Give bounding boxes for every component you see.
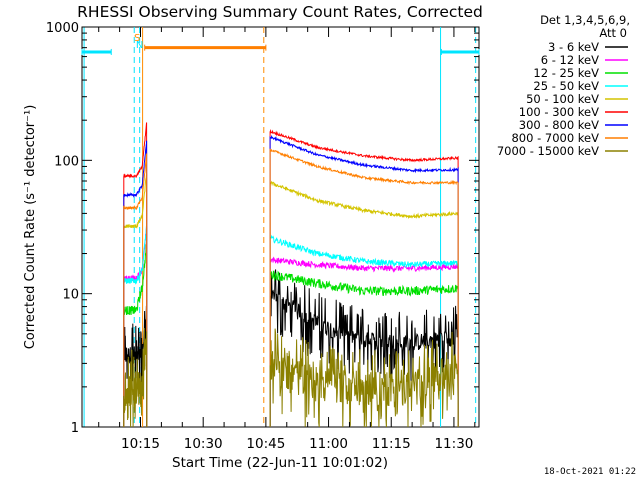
series-25-50-kev — [123, 226, 459, 428]
series-line — [269, 269, 459, 427]
series-layer — [123, 122, 459, 428]
series-line — [123, 327, 148, 428]
series-800-7000-kev — [123, 148, 459, 428]
series-line — [123, 243, 148, 428]
legend-label: 800 - 7000 keV — [511, 131, 599, 145]
y-axis-label: Corrected Count Rate (s⁻¹ detector⁻¹) — [23, 105, 38, 350]
x-tick-label: 11:30 — [434, 436, 473, 452]
legend-label: 100 - 300 keV — [519, 105, 599, 119]
series-line — [269, 328, 459, 428]
series-line — [269, 256, 459, 427]
series-12-25-kev — [123, 243, 459, 428]
series-line — [269, 270, 459, 427]
series-line — [123, 153, 148, 428]
x-tick-label: 11:15 — [372, 436, 411, 452]
detector-list: Det 1,3,4,5,6,9, — [540, 13, 630, 27]
plot-frame — [81, 26, 480, 428]
series-line — [123, 226, 148, 428]
y-tick-label: 1 — [71, 421, 79, 436]
series-100-300-kev — [123, 122, 459, 428]
legend-label: 300 - 800 keV — [519, 118, 599, 132]
series-line — [123, 173, 148, 428]
legend-label: 3 - 6 keV — [548, 40, 599, 54]
y-tick-label: 100 — [54, 154, 79, 169]
x-axis: 10:15 10:30 10:45 11:00 11:15 11:30 — [98, 27, 476, 452]
series-line — [269, 128, 459, 427]
series-7000-15000-kev — [123, 327, 459, 428]
series-line — [269, 234, 459, 427]
y-tick-label: 10 — [62, 288, 79, 303]
legend-label: 50 - 100 keV — [526, 92, 599, 106]
legend-label: 7000 - 15000 keV — [497, 144, 599, 158]
series-line — [123, 140, 148, 428]
flag-letter: N — [136, 40, 143, 51]
y-axis: 1 10 100 1000 — [46, 21, 479, 436]
series-line — [269, 180, 459, 427]
flag-letter: S — [134, 33, 140, 44]
y-tick-label: 1000 — [46, 21, 79, 36]
x-tick-label: 10:45 — [246, 436, 285, 452]
series-300-800-kev — [123, 134, 459, 428]
x-tick-label: 11:00 — [309, 436, 348, 452]
legend-label: 6 - 12 keV — [541, 53, 599, 67]
x-tick-label: 10:15 — [121, 436, 160, 452]
generated-timestamp: 18-Oct-2021 01:22 — [544, 467, 636, 477]
x-tick-label: 10:30 — [184, 436, 223, 452]
series-line — [123, 122, 148, 428]
series-line — [269, 148, 459, 427]
legend-label: 25 - 50 keV — [533, 79, 599, 93]
legend-label: 12 - 25 keV — [533, 66, 599, 80]
chart-title: RHESSI Observing Summary Count Rates, Co… — [77, 3, 483, 21]
series-50-100-kev — [123, 173, 459, 428]
x-axis-label: Start Time (22-Jun-11 10:01:02) — [172, 455, 388, 471]
series-line — [269, 134, 459, 427]
attenuator-state: Att 0 — [599, 26, 627, 40]
